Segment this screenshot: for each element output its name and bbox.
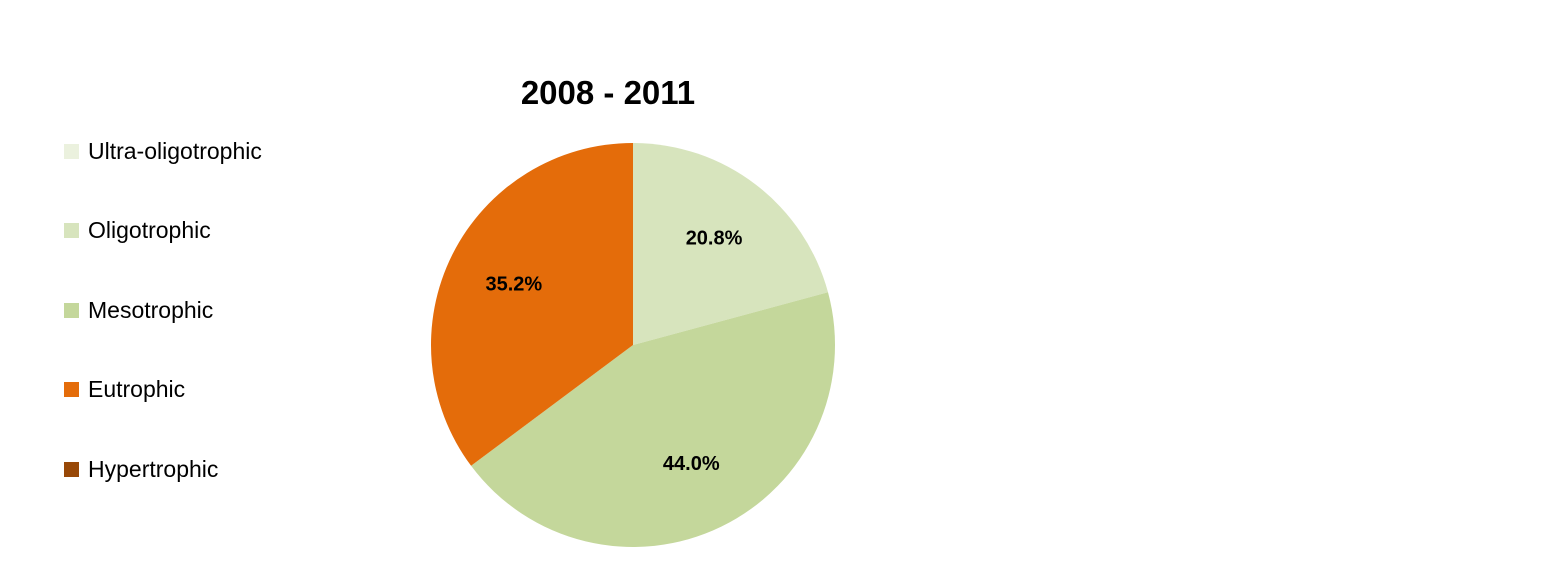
data-label: 20.8% (686, 227, 743, 249)
legend-item: Eutrophic (64, 374, 185, 406)
legend-label: Hypertrophic (88, 455, 219, 482)
legend-label: Mesotrophic (88, 296, 214, 323)
legend-swatch (64, 223, 79, 238)
pie-slice-oligotrophic (633, 143, 829, 345)
legend-label: Ultra-oligotrophic (88, 137, 262, 164)
legend-item: Mesotrophic (64, 294, 213, 326)
legend-swatch (64, 143, 79, 159)
legend-label: Eutrophic (88, 376, 186, 402)
legend-item: Hypertrophic (64, 453, 218, 485)
legend-swatch (64, 382, 79, 397)
pie-slice-eutrophic (431, 143, 633, 466)
legend-item: Ultra-oligotrophic (64, 135, 262, 167)
data-label: 35.2% (485, 274, 542, 296)
legend-label: Oligotrophic (88, 217, 211, 243)
legend-swatch (64, 461, 79, 477)
legend-swatch (64, 302, 79, 318)
pie-slice-mesotrophic (471, 292, 835, 547)
legend-item: Oligotrophic (64, 215, 211, 247)
data-label: 44.0% (663, 453, 720, 475)
chart-title: 2008 - 2011 (520, 74, 696, 111)
